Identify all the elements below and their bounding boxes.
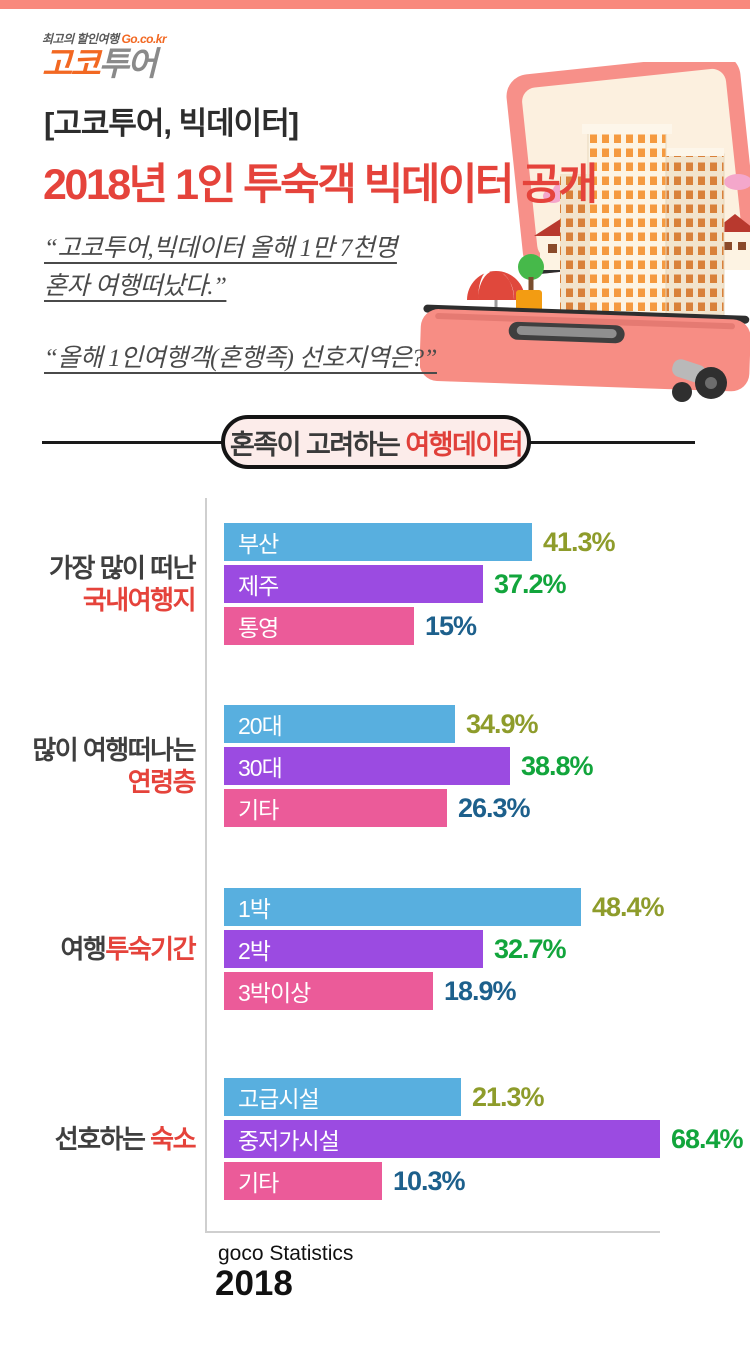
bar-row: 기타 26.3% [224, 789, 593, 827]
bar-row: 고급시설 21.3% [224, 1078, 743, 1116]
bar-row: 1박 48.4% [224, 888, 665, 926]
top-accent-bar [0, 0, 750, 9]
badge-text-accent: 여행데이터 [405, 429, 523, 460]
bar-category-label: 제주 [238, 573, 279, 599]
bar-value-label: 26.3% [458, 792, 531, 823]
quote-1-line-2: 혼자 여행떠났다.” [44, 272, 227, 300]
bar-value-label: 10.3% [393, 1165, 466, 1196]
bar-category-label: 30대 [238, 755, 283, 781]
bar: 고급시설 [224, 1078, 461, 1116]
travel-data-bar-chart: 가장 많이 떠난 국내여행지 부산 41.3% 제주 37.2% 통영 15% 많이 여행떠나는… [0, 498, 750, 1238]
bar-value-label: 37.2% [494, 568, 567, 599]
quote-2-line: “올해 1인여행객(혼행족) 선호지역은?” [44, 345, 437, 372]
kicker-text: [고코투어, 빅데이터] [44, 106, 299, 141]
bar-row: 20대 34.9% [224, 705, 593, 743]
chart-group-label: 가장 많이 떠난 국내여행지 [0, 523, 197, 645]
quote-1: “고코투어,빅데이터 올해 1만 7천명 혼자 여행떠났다.” [44, 230, 464, 305]
chart-group-label: 선호하는 숙소 [0, 1078, 197, 1200]
group-label-plain: 여행 [60, 933, 106, 964]
chart-axis-vertical [205, 498, 207, 1233]
bar-row: 제주 37.2% [224, 565, 615, 603]
bar-row: 중저가시설 68.4% [224, 1120, 744, 1158]
bar-value-label: 18.9% [444, 975, 517, 1006]
bar: 제주 [224, 565, 483, 603]
chart-group-bars: 20대 34.9% 30대 38.8% 기타 26.3% [224, 705, 594, 827]
bar-row: 3박이상 18.9% [224, 972, 664, 1010]
bar-value-label: 15% [425, 610, 477, 641]
bar-category-label: 부산 [238, 531, 279, 557]
suitcase-illustration [420, 62, 750, 402]
bar-category-label: 20대 [238, 713, 283, 739]
bar-category-label: 중저가시설 [238, 1128, 340, 1154]
logo-wordmark: 고코투어 [42, 45, 166, 82]
bar: 중저가시설 [224, 1120, 660, 1158]
group-label-accent: 국내여행지 [82, 585, 197, 615]
chart-group-label: 여행투숙기간 [0, 888, 196, 1010]
bar: 기타 [224, 789, 447, 827]
group-label-plain: 선호하는 [54, 1123, 151, 1154]
bar-value-label: 68.4% [671, 1123, 744, 1154]
chart-axis-horizontal [205, 1231, 660, 1233]
quote-2: “올해 1인여행객(혼행족) 선호지역은?” [44, 340, 524, 378]
bar: 2박 [224, 930, 483, 968]
logo-wordmark-second: 투어 [98, 45, 158, 82]
bar-value-label: 41.3% [543, 526, 616, 557]
chart-group-3: 여행투숙기간 1박 48.4% 2박 32.7% 3박이상 18.9% [0, 888, 750, 1010]
bar-category-label: 1박 [238, 896, 271, 922]
chart-group-bars: 1박 48.4% 2박 32.7% 3박이상 18.9% [224, 888, 665, 1010]
bar: 부산 [224, 523, 532, 561]
logo-tagline-text: 최고의 할인여행 [42, 32, 122, 46]
gocotour-logo: 최고의 할인여행 Go.co.kr 고코투어 [42, 30, 167, 82]
bar-category-label: 3박이상 [238, 980, 311, 1006]
section-title-badge: 혼족이 고려하는 여행데이터 [221, 415, 531, 469]
bar-category-label: 기타 [238, 1170, 279, 1196]
quote-1-line-1: “고코투어,빅데이터 올해 1만 7천명 [44, 235, 397, 262]
bar-row: 부산 41.3% [224, 523, 616, 561]
page-title: 2018년 1인 투숙객 빅데이터 공개 [43, 161, 598, 209]
suitcase-wheels [672, 359, 727, 402]
bar-row: 통영 15% [224, 607, 615, 645]
chart-group-bars: 고급시설 21.3% 중저가시설 68.4% 기타 10.3% [224, 1078, 744, 1200]
bar-row: 기타 10.3% [224, 1162, 743, 1200]
group-label-accent: 투숙기간 [105, 933, 196, 964]
chart-group-2: 많이 여행떠나는 연령층 20대 34.9% 30대 38.8% 기타 26.3% [0, 705, 750, 827]
suitcase-base [420, 304, 750, 392]
bar: 30대 [224, 747, 510, 785]
bar-category-label: 2박 [238, 938, 271, 964]
group-label-accent: 연령층 [127, 767, 197, 797]
chart-group-4: 선호하는 숙소 고급시설 21.3% 중저가시설 68.4% 기타 10.3% [0, 1078, 750, 1200]
suitcase-contents [467, 124, 750, 333]
bar-value-label: 34.9% [466, 708, 539, 739]
bar: 3박이상 [224, 972, 433, 1010]
logo-tagline: 최고의 할인여행 Go.co.kr [42, 30, 167, 47]
group-label-plain: 가장 많이 떠난 [49, 552, 196, 583]
logo-wordmark-first: 고코 [42, 45, 101, 82]
bar-value-label: 32.7% [494, 933, 567, 964]
bar-value-label: 38.8% [521, 750, 594, 781]
bar: 1박 [224, 888, 581, 926]
badge-text-plain: 혼족이 고려하는 [229, 429, 401, 460]
chart-group-1: 가장 많이 떠난 국내여행지 부산 41.3% 제주 37.2% 통영 15% [0, 523, 750, 645]
bar: 20대 [224, 705, 455, 743]
group-label-plain: 많이 여행떠나는 [32, 734, 196, 765]
bar-row: 2박 32.7% [224, 930, 664, 968]
bar: 통영 [224, 607, 414, 645]
chart-group-label: 많이 여행떠나는 연령층 [0, 705, 197, 827]
bar-category-label: 통영 [238, 615, 279, 641]
bar-category-label: 기타 [238, 797, 279, 823]
footer-year-text: 2018 [215, 1264, 293, 1303]
bar-value-label: 48.4% [592, 891, 665, 922]
chart-group-bars: 부산 41.3% 제주 37.2% 통영 15% [224, 523, 616, 645]
bar-category-label: 고급시설 [238, 1086, 320, 1112]
bar-value-label: 21.3% [472, 1081, 545, 1112]
group-label-accent: 숙소 [150, 1123, 196, 1154]
bar: 기타 [224, 1162, 382, 1200]
footer-source-text: goco Statistics [218, 1242, 354, 1265]
logo-tagline-url: Go.co.kr [121, 32, 167, 46]
bar-row: 30대 38.8% [224, 747, 594, 785]
